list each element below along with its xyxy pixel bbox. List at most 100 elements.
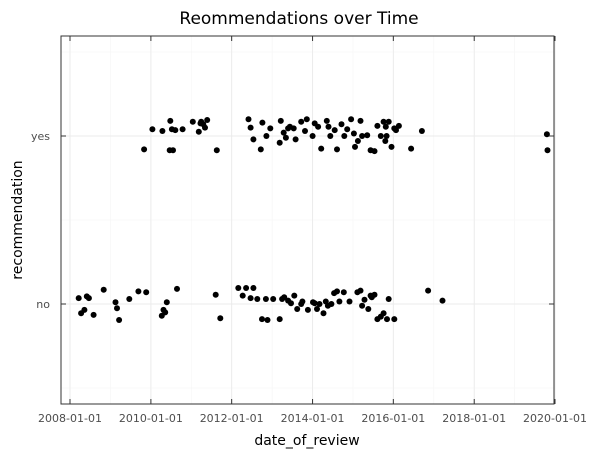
data-point-yes xyxy=(382,123,389,130)
data-point-yes xyxy=(250,136,257,143)
data-point-no xyxy=(270,296,277,302)
data-point-yes xyxy=(395,122,402,129)
data-point-yes xyxy=(380,118,387,125)
data-point-no xyxy=(391,316,398,323)
data-point-no xyxy=(365,306,372,312)
data-point-yes xyxy=(141,146,148,153)
data-point-no xyxy=(384,316,390,323)
x-axis-title: date_of_review xyxy=(254,433,359,449)
data-point-yes xyxy=(189,118,196,125)
data-point-yes xyxy=(280,129,287,136)
data-point-no xyxy=(357,287,364,294)
grid-layer xyxy=(61,36,556,404)
data-point-yes xyxy=(167,117,174,124)
data-point-no xyxy=(361,296,368,303)
data-point-no xyxy=(346,298,353,305)
data-point-yes xyxy=(359,133,366,139)
y-tick-label: yes xyxy=(31,130,50,143)
data-point-yes xyxy=(267,125,274,132)
data-point-no xyxy=(75,295,82,302)
data-point-no xyxy=(212,291,219,298)
data-point-yes xyxy=(263,133,270,139)
data-point-no xyxy=(336,298,343,305)
data-point-yes xyxy=(202,124,208,131)
data-point-no xyxy=(276,316,283,323)
data-point-yes xyxy=(179,126,186,133)
x-tick-label: 2016-01-01 xyxy=(361,412,425,425)
data-point-no xyxy=(100,286,107,293)
data-point-no xyxy=(288,300,294,307)
data-point-yes xyxy=(302,128,308,134)
data-point-yes xyxy=(382,138,389,144)
data-point-no xyxy=(425,287,432,294)
data-point-no xyxy=(126,296,133,302)
data-point-yes xyxy=(357,117,364,124)
data-point-no xyxy=(359,302,366,309)
data-point-yes xyxy=(170,147,176,154)
data-point-yes xyxy=(159,128,166,134)
chart-title: Reommendations over Time xyxy=(179,9,418,29)
data-point-yes xyxy=(213,147,220,154)
data-point-no xyxy=(90,311,97,318)
data-point-no xyxy=(385,296,392,302)
data-point-no xyxy=(217,315,224,322)
data-point-no xyxy=(291,292,298,299)
data-point-yes xyxy=(277,117,284,124)
data-point-yes xyxy=(309,133,316,139)
data-point-yes xyxy=(543,131,550,138)
x-axis: 2008-01-01 2010-01-01 2012-01-01 2014-01-01… xyxy=(38,36,587,425)
data-point-no xyxy=(235,285,242,291)
y-tick-label: no xyxy=(36,298,50,311)
data-point-yes xyxy=(371,148,378,155)
data-point-no xyxy=(316,301,323,307)
data-point-yes xyxy=(418,128,425,134)
data-point-no xyxy=(81,306,88,313)
data-point-yes xyxy=(318,145,325,152)
data-point-no xyxy=(380,310,387,317)
x-tick-label: 2010-01-01 xyxy=(119,412,183,425)
data-point-yes xyxy=(259,119,266,126)
data-point-yes xyxy=(338,121,345,128)
data-point-no xyxy=(135,288,142,295)
data-point-no xyxy=(162,309,169,316)
data-point-yes xyxy=(315,123,322,130)
data-point-no xyxy=(311,300,318,307)
x-tick-label: 2020-01-01 xyxy=(523,412,587,425)
data-point-no xyxy=(114,305,120,312)
data-point-yes xyxy=(195,128,202,135)
data-point-no xyxy=(85,295,92,302)
data-point-yes xyxy=(377,133,384,139)
data-point-no xyxy=(259,316,265,323)
data-point-yes xyxy=(388,143,395,150)
data-point-no xyxy=(262,296,269,302)
data-point-yes xyxy=(408,145,415,152)
data-point-no xyxy=(314,306,320,312)
y-axis-title: recommendation xyxy=(10,160,26,279)
data-point-yes xyxy=(245,116,252,123)
data-point-yes xyxy=(172,127,179,134)
data-point-yes xyxy=(327,133,334,139)
data-point-no xyxy=(143,289,150,296)
data-point-no xyxy=(250,285,257,291)
data-point-yes xyxy=(544,147,551,154)
data-point-yes xyxy=(350,130,357,137)
data-point-yes xyxy=(331,127,338,134)
x-tick-label: 2018-01-01 xyxy=(442,412,506,425)
data-point-no xyxy=(112,299,119,306)
data-point-yes xyxy=(385,118,392,125)
data-point-yes xyxy=(257,146,264,153)
data-point-no xyxy=(264,317,271,323)
data-point-yes xyxy=(348,116,355,123)
data-point-yes xyxy=(352,143,358,150)
data-point-yes xyxy=(276,139,283,146)
data-point-yes xyxy=(323,117,330,124)
data-point-yes xyxy=(393,127,399,134)
data-point-no xyxy=(334,288,340,295)
data-point-yes xyxy=(341,133,348,139)
data-point-yes xyxy=(303,116,310,123)
data-point-no xyxy=(116,317,123,323)
data-point-yes xyxy=(344,126,351,133)
data-point-yes xyxy=(282,134,289,141)
x-tick-label: 2012-01-01 xyxy=(200,412,264,425)
